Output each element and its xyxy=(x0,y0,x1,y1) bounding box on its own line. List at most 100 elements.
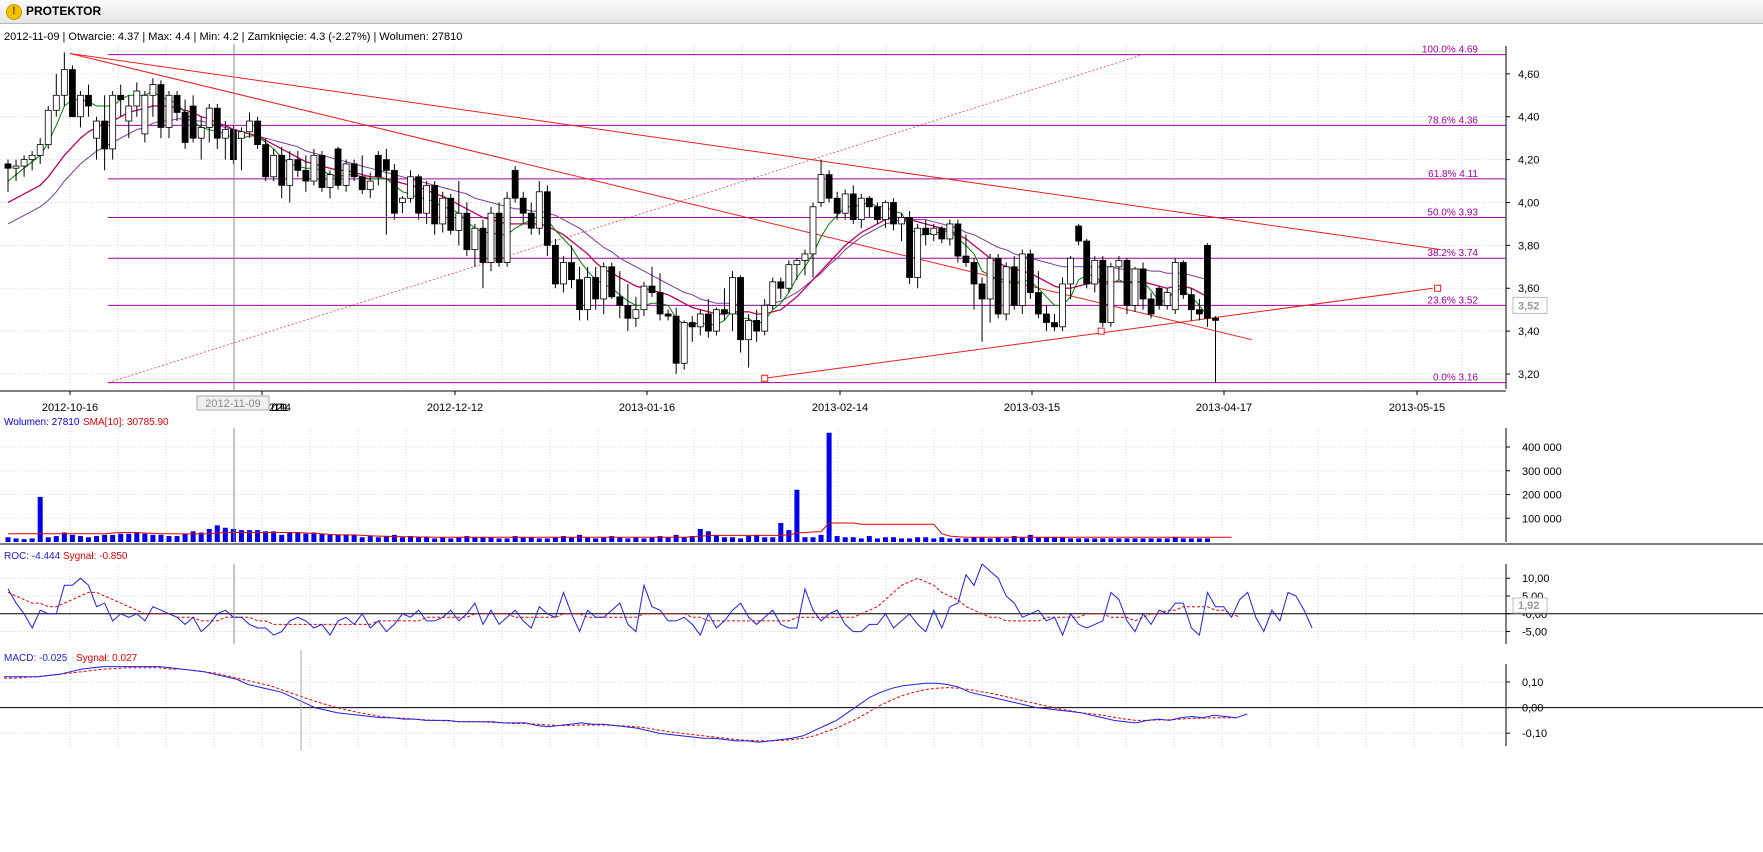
candle-up xyxy=(946,223,954,240)
candle-down xyxy=(189,105,197,139)
candle-down xyxy=(1179,262,1187,296)
candle-up xyxy=(1091,259,1099,285)
candle-down xyxy=(737,277,744,341)
candle-up xyxy=(221,129,229,139)
volume-bar xyxy=(456,537,462,542)
fan-line xyxy=(108,54,1144,384)
candle-up xyxy=(745,319,752,341)
volume-bar xyxy=(53,536,59,542)
volume-bar xyxy=(947,538,953,542)
volume-bar xyxy=(86,537,91,542)
candle-down xyxy=(648,285,656,293)
candle-down xyxy=(294,159,302,171)
volume-bar xyxy=(311,532,317,542)
candle-down xyxy=(825,174,833,199)
candle-up xyxy=(680,322,688,364)
volume-bar xyxy=(1180,538,1186,542)
volume-bar xyxy=(1027,534,1033,542)
trend-handle xyxy=(1097,327,1105,335)
candle-up xyxy=(471,227,479,251)
candle-down xyxy=(552,244,559,285)
volume-bar xyxy=(746,536,752,542)
candle-up xyxy=(761,304,769,332)
volume-bar xyxy=(375,537,381,542)
candle-up xyxy=(632,309,640,319)
crosshair-date-box xyxy=(196,395,270,411)
volume-bar xyxy=(303,533,309,542)
candle-down xyxy=(1043,313,1050,323)
volume-bar xyxy=(1140,538,1146,542)
candle-up xyxy=(270,154,278,178)
candle-up xyxy=(841,193,849,214)
candle-up xyxy=(52,94,60,111)
roc-last-value-label: 1,92 xyxy=(1518,600,1539,612)
x-tick-label: 2012-10-16 xyxy=(42,402,98,414)
macd-signal-line xyxy=(4,667,1237,742)
volume-bar xyxy=(858,538,864,542)
volume-bar xyxy=(142,533,148,542)
candle-down xyxy=(431,184,439,225)
volume-bar xyxy=(1076,538,1082,542)
volume-bar xyxy=(77,536,83,542)
candle-down xyxy=(318,154,326,188)
y-tick-label: 200 000 xyxy=(1522,490,1562,502)
candle-up xyxy=(326,174,334,188)
chart-canvas[interactable]: 100.0% 4.69 78.6% 4.36 61.8% 4.11 50.0% 3.9… xyxy=(0,24,1763,852)
volume-bar xyxy=(150,534,156,542)
volume-bar xyxy=(617,537,623,542)
volume-bar xyxy=(247,530,252,542)
candle-up xyxy=(93,120,100,139)
volume-bar xyxy=(657,536,663,542)
candle-up xyxy=(535,191,543,229)
y-tick-label: 300 000 xyxy=(1522,466,1562,478)
volume-bar xyxy=(899,538,905,542)
roc-pane[interactable]: ROC: -4.444 Sygnał: -0.85010,005,00-0,00-… xyxy=(0,551,1763,644)
volume-bar xyxy=(190,531,196,542)
volume-bar xyxy=(110,534,116,542)
candle-down xyxy=(374,154,382,178)
price-pane[interactable]: 100.0% 4.69 78.6% 4.36 61.8% 4.11 50.0% 3.9… xyxy=(0,44,1548,414)
volume-sma-title: SMA[10]: 30785.90 xyxy=(83,417,169,428)
volume-bar xyxy=(440,537,446,542)
candle-down xyxy=(906,217,913,278)
y-tick-label: -5,00 xyxy=(1522,627,1547,639)
volume-bar xyxy=(488,537,494,542)
x-tick-label: 2013-01-16 xyxy=(619,402,675,414)
volume-bar xyxy=(601,537,607,542)
volume-bar xyxy=(1156,538,1162,542)
volume-bar xyxy=(174,536,180,542)
x-tick-label-partial: 2012-11-14 xyxy=(269,402,291,414)
candle-up xyxy=(1018,253,1026,306)
candle-down xyxy=(865,197,873,208)
volume-bar xyxy=(528,537,534,542)
volume-bar xyxy=(1124,538,1130,542)
volume-bar xyxy=(29,538,35,542)
candle-up xyxy=(1107,266,1115,323)
volume-bar xyxy=(625,538,631,542)
volume-bar xyxy=(1172,537,1178,542)
candle-down xyxy=(1026,253,1034,293)
volume-bar xyxy=(850,537,856,542)
candle-down xyxy=(302,169,310,182)
candle-down xyxy=(1155,287,1163,306)
volume-bar xyxy=(391,534,397,542)
x-tick-label: 2013-04-17 xyxy=(1196,402,1252,414)
volume-bar xyxy=(359,537,365,542)
candle-up xyxy=(713,309,720,332)
macd-pane[interactable]: MACD: -0.025 Sygnał: 0.027 0,10 0,00 -0,10 xyxy=(0,650,1763,751)
candle-up xyxy=(584,277,591,311)
y-tick-label: 4,00 xyxy=(1518,197,1539,209)
candle-up xyxy=(286,159,294,186)
candle-down xyxy=(447,197,455,231)
volume-bar xyxy=(826,432,832,542)
volume-pane[interactable]: Wolumen: 27810 SMA[10]: 30785.90 400 000 30… xyxy=(0,417,1763,545)
candle-down xyxy=(157,84,165,128)
y-tick-label: 3,60 xyxy=(1518,283,1539,295)
volume-bar xyxy=(842,537,848,542)
candle-up xyxy=(809,206,817,255)
app-titlebar: ! PROTEKTOR xyxy=(0,0,1763,24)
candle-down xyxy=(833,197,841,214)
volume-bar xyxy=(408,536,413,542)
volume-bar xyxy=(327,534,333,542)
volume-bar xyxy=(383,536,389,542)
